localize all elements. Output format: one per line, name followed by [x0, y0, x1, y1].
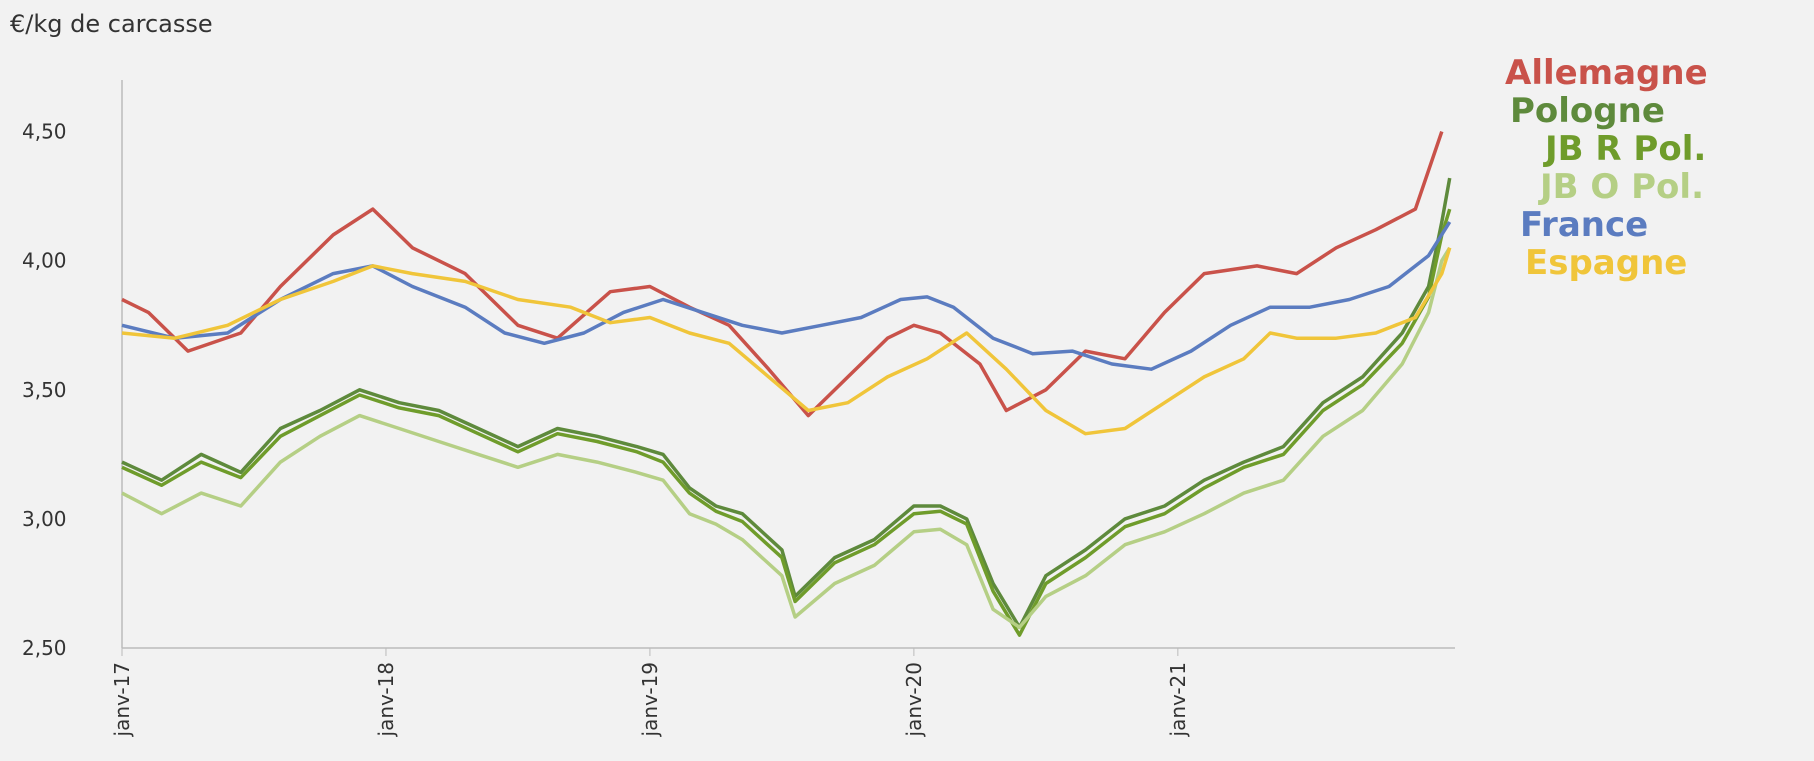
- series-line-jb-o-pol: [121, 246, 1452, 630]
- series-line-pologne: [121, 177, 1452, 630]
- series-line-allemagne: [121, 131, 1444, 418]
- unit-label: €/kg de carcasse: [10, 10, 213, 38]
- y-tick-label: 3,00: [22, 507, 67, 531]
- series-line-france: [121, 221, 1452, 371]
- legend-entry: France: [1520, 205, 1648, 245]
- y-tick-label: 4,50: [22, 120, 67, 144]
- legend-entry: Allemagne: [1505, 53, 1708, 93]
- legend-entry: JB R Pol.: [1543, 129, 1706, 169]
- x-tick-labels: janv-17 janv-18 janv-19 janv-20 janv-21: [110, 648, 1190, 737]
- series-line-espagne: [121, 247, 1452, 436]
- y-tick-label: 3,50: [22, 378, 67, 402]
- legend-entry: Pologne: [1510, 91, 1665, 131]
- x-tick-label: janv-18: [374, 662, 398, 737]
- x-tick-label: janv-21: [1166, 662, 1190, 737]
- series-line-jb-r-pol: [121, 208, 1452, 637]
- legend-entry: JB O Pol.: [1538, 167, 1704, 207]
- x-tick-label: janv-20: [902, 662, 926, 737]
- x-tick-label: janv-17: [110, 662, 134, 737]
- legend-entry: Espagne: [1525, 243, 1687, 283]
- x-tick-label: janv-19: [638, 662, 662, 737]
- y-tick-label: 2,50: [22, 636, 67, 660]
- series-lines: [121, 131, 1452, 637]
- y-tick-label: 4,00: [22, 249, 67, 273]
- y-tick-labels: 4,50 4,00 3,50 3,00 2,50: [22, 120, 67, 660]
